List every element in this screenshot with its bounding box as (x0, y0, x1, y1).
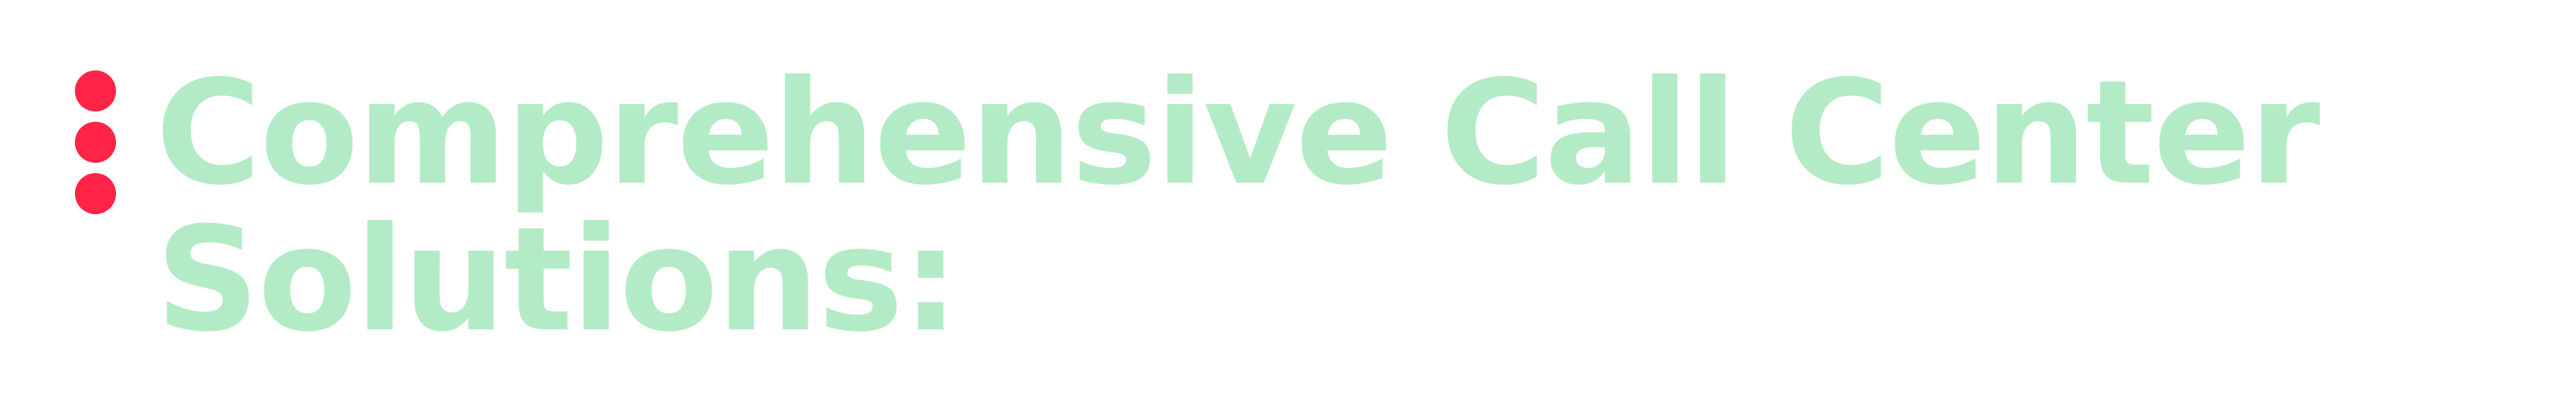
vertical-ellipsis-icon (75, 70, 119, 224)
dot-2 (75, 122, 116, 163)
heading-title: Comprehensive Call Center Solutions: (156, 50, 2320, 364)
dot-1 (75, 70, 116, 111)
dot-3 (75, 173, 116, 214)
